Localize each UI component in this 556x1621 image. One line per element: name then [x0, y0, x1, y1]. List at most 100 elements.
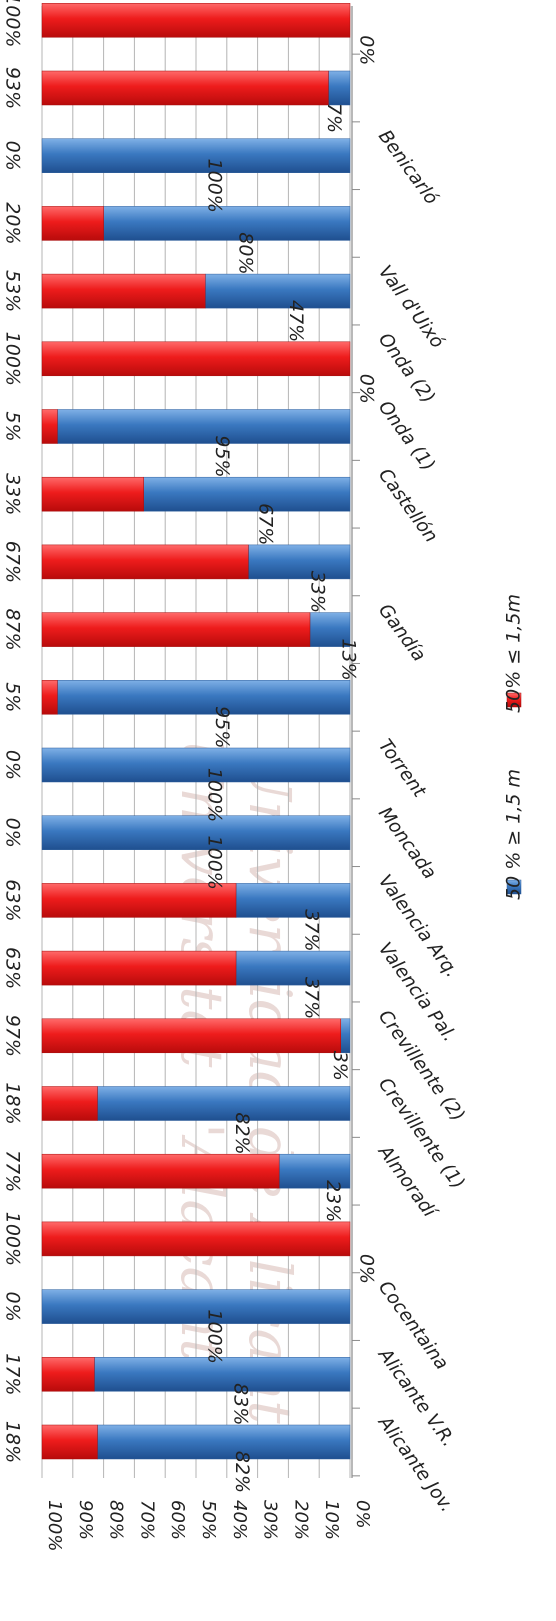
value-tick-label: 0%: [352, 1500, 373, 1529]
red-data-label: 0%: [2, 818, 24, 848]
legend: 50 % ≥ 1,5 m 50% ≤ 1,5m: [503, 594, 525, 900]
red-data-label: 0%: [2, 750, 24, 780]
category-label: Torrent: [374, 736, 430, 802]
category-label: Moncada: [374, 803, 440, 883]
blue-data-label: 80%: [234, 232, 256, 274]
blue-data-label: 37%: [301, 909, 323, 951]
bar-50pct-le-1.5m: [41, 680, 58, 715]
blue-data-label: 95%: [211, 435, 233, 477]
bar-50pct-le-1.5m: [41, 1221, 351, 1257]
bar-50pct-ge-1.5m: [235, 883, 351, 918]
category-label: Benicarló: [374, 126, 442, 208]
red-data-label: 33%: [2, 473, 24, 515]
bar-50pct-le-1.5m: [41, 883, 237, 918]
red-data-label: 63%: [2, 947, 24, 989]
bar-50pct-ge-1.5m: [97, 1424, 351, 1460]
legend-label-blue: 50 % ≥ 1,5 m: [503, 769, 525, 900]
bar-50pct-le-1.5m: [41, 544, 249, 580]
blue-data-label: 67%: [254, 503, 276, 545]
bar-50pct-le-1.5m: [41, 1086, 98, 1121]
blue-data-label: 37%: [301, 977, 323, 1019]
legend-swatch-blue: [506, 879, 522, 895]
data-labels: 18% 17% 0% 100% 77% 18% 97% 63% 63% 0% 0% 5% 87% 67% 3…: [2, 0, 378, 1493]
value-tick-label: 40%: [229, 1500, 250, 1540]
value-tick-label: 90%: [75, 1500, 96, 1540]
red-data-label: 53%: [2, 270, 24, 312]
bar-50pct-le-1.5m: [41, 1357, 95, 1392]
blue-data-label: 7%: [323, 103, 345, 133]
value-tick-label: 10%: [321, 1500, 342, 1540]
red-data-label: 0%: [2, 141, 24, 171]
blue-data-label: 0%: [356, 1254, 378, 1284]
category-label: Castellón: [374, 465, 441, 547]
red-data-label: 5%: [2, 682, 24, 712]
bar-50pct-le-1.5m: [41, 950, 237, 986]
blue-data-label: 33%: [307, 571, 329, 613]
value-tick-label: 60%: [167, 1500, 188, 1540]
bar-50pct-le-1.5m: [41, 70, 329, 106]
category-label: Crevillente (1): [374, 1074, 469, 1193]
blue-data-label: 83%: [230, 1383, 252, 1425]
bar-50pct-ge-1.5m: [235, 950, 351, 986]
red-data-label: 5%: [2, 411, 24, 441]
bar-50pct-le-1.5m: [41, 341, 351, 377]
bar-50pct-ge-1.5m: [57, 680, 351, 715]
value-tick-label: 30%: [260, 1500, 281, 1540]
red-data-label: 0%: [2, 1292, 24, 1322]
bar-50pct-ge-1.5m: [340, 1018, 351, 1054]
value-tick-label: 70%: [136, 1500, 157, 1540]
blue-data-label: 0%: [356, 374, 378, 404]
red-data-label: 100%: [2, 1212, 24, 1266]
bar-50pct-le-1.5m: [41, 476, 144, 512]
bar-50pct-ge-1.5m: [41, 138, 351, 173]
blue-data-label: 3%: [329, 1051, 351, 1081]
bar-50pct-le-1.5m: [41, 1424, 98, 1460]
blue-data-label: 82%: [231, 1451, 253, 1493]
red-data-label: 87%: [2, 608, 24, 650]
blue-data-label: 100%: [204, 768, 226, 822]
bar-50pct-le-1.5m: [41, 273, 206, 309]
blue-data-label: 82%: [231, 1112, 253, 1154]
bar-50pct-ge-1.5m: [328, 70, 351, 106]
bar-50pct-ge-1.5m: [41, 1289, 351, 1324]
value-tick-label: 20%: [290, 1500, 311, 1540]
red-data-label: 18%: [2, 1082, 24, 1124]
legend-swatch-red: [506, 692, 522, 708]
bar-50pct-le-1.5m: [41, 612, 311, 647]
red-data-label: 77%: [2, 1150, 24, 1192]
blue-data-label: 100%: [204, 836, 226, 890]
bar-50pct-ge-1.5m: [248, 544, 351, 580]
red-data-label: 100%: [2, 332, 24, 386]
bar-50pct-ge-1.5m: [41, 747, 351, 783]
blue-data-label: 47%: [285, 300, 307, 342]
bar-50pct-ge-1.5m: [143, 476, 351, 512]
bar-50pct-ge-1.5m: [309, 612, 351, 647]
blue-data-label: 23%: [322, 1180, 344, 1222]
blue-data-label: 0%: [356, 35, 378, 65]
legend-label-red: 50% ≤ 1,5m: [503, 594, 525, 713]
bar-50pct-ge-1.5m: [97, 1086, 351, 1121]
bar-50pct-le-1.5m: [41, 1153, 280, 1189]
bar-50pct-le-1.5m: [41, 3, 351, 38]
blue-data-label: 13%: [337, 638, 359, 680]
red-data-label: 97%: [2, 1015, 24, 1057]
bar-50pct-ge-1.5m: [204, 273, 351, 309]
red-data-label: 18%: [2, 1421, 24, 1463]
bar-50pct-ge-1.5m: [57, 409, 351, 444]
blue-data-label: 100%: [204, 159, 226, 213]
category-label: Onda (1): [374, 397, 439, 475]
red-data-label: 63%: [2, 879, 24, 921]
blue-data-label: 95%: [211, 706, 233, 748]
bar-50pct-ge-1.5m: [278, 1153, 351, 1189]
red-data-label: 17%: [2, 1353, 24, 1395]
bar-50pct-ge-1.5m: [103, 206, 351, 241]
category-label: Gandía: [374, 600, 430, 665]
blue-data-label: 100%: [204, 1309, 226, 1363]
bars: [41, 3, 351, 1460]
bar-50pct-ge-1.5m: [41, 815, 351, 850]
red-data-label: 20%: [2, 202, 24, 244]
red-data-label: 67%: [2, 541, 24, 583]
value-tick-label: 50%: [198, 1500, 219, 1540]
